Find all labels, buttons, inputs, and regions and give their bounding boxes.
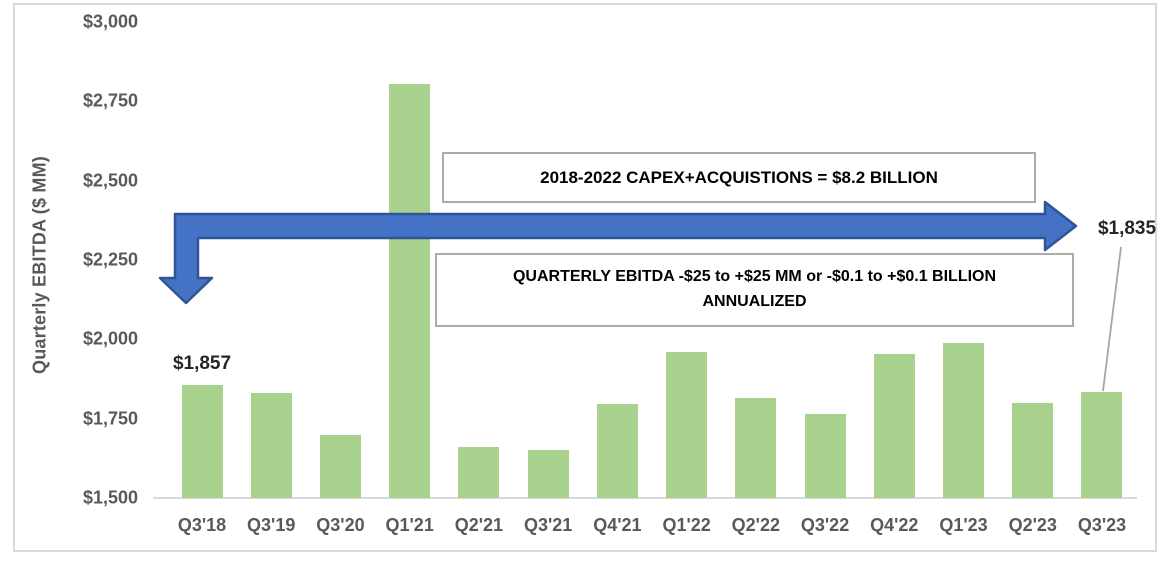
bar-Q2'22 <box>735 398 777 498</box>
ebitda-annotation-box: QUARTERLY EBITDA -$25 to +$25 MM or -$0.… <box>435 253 1074 327</box>
bar-Q3'20 <box>319 434 361 498</box>
bar-Q1'22 <box>666 352 708 498</box>
y-tick-2000: $2,000 <box>82 328 138 349</box>
y-tick-2500: $2,500 <box>82 170 138 191</box>
x-tick-Q1'22: Q1'22 <box>662 515 711 535</box>
x-tick-Q3'19: Q3'19 <box>247 515 296 535</box>
bar-Q3'19 <box>250 393 292 498</box>
x-tick-Q1'23: Q1'23 <box>939 515 988 535</box>
x-tick-Q2'21: Q2'21 <box>454 515 504 535</box>
bar-Q3'23 <box>1081 391 1123 498</box>
x-tick-Q3'23: Q3'23 <box>1077 515 1127 535</box>
y-tick-3000: $3,000 <box>82 11 138 32</box>
ebitda-annotation-line1: QUARTERLY EBITDA -$25 to +$25 MM or -$0.… <box>512 268 997 286</box>
capex-annotation-box: 2018-2022 CAPEX+ACQUISTIONS = $8.2 BILLI… <box>442 152 1036 203</box>
bar-Q4'22 <box>873 353 915 498</box>
x-tick-Q3'20: Q3'20 <box>316 515 365 535</box>
bar-Q1'21 <box>389 83 431 498</box>
x-tick-Q3'21: Q3'21 <box>523 515 573 535</box>
bar-Q4'21 <box>596 404 638 498</box>
y-tick-1500: $1,500 <box>82 487 138 508</box>
bar-Q3'22 <box>804 413 846 498</box>
data-label-q318: $1,857 <box>172 353 232 374</box>
x-tick-Q4'21: Q4'21 <box>593 515 642 535</box>
bar-Q3'18 <box>181 384 223 498</box>
x-tick-Q2'23: Q2'23 <box>1008 515 1057 535</box>
y-tick-1750: $1,750 <box>82 408 138 429</box>
x-tick-Q3'22: Q3'22 <box>800 515 850 535</box>
x-tick-Q4'22: Q4'22 <box>870 515 919 535</box>
x-tick-Q1'21: Q1'21 <box>385 515 434 535</box>
x-tick-Q2'22: Q2'22 <box>731 515 780 535</box>
data-label-q323: $1,835 <box>1097 218 1157 239</box>
y-tick-2750: $2,750 <box>82 90 138 111</box>
x-axis-baseline <box>153 497 1137 499</box>
bar-Q1'23 <box>943 342 985 498</box>
capex-annotation-text: 2018-2022 CAPEX+ACQUISTIONS = $8.2 BILLI… <box>540 167 938 187</box>
ebitda-annotation-line2: ANNUALIZED <box>702 293 807 310</box>
x-tick-Q3'18: Q3'18 <box>177 515 227 535</box>
bar-Q3'21 <box>527 450 569 498</box>
y-tick-2250: $2,250 <box>82 249 138 270</box>
bar-Q2'23 <box>1012 402 1054 498</box>
bar-Q2'21 <box>458 447 500 498</box>
